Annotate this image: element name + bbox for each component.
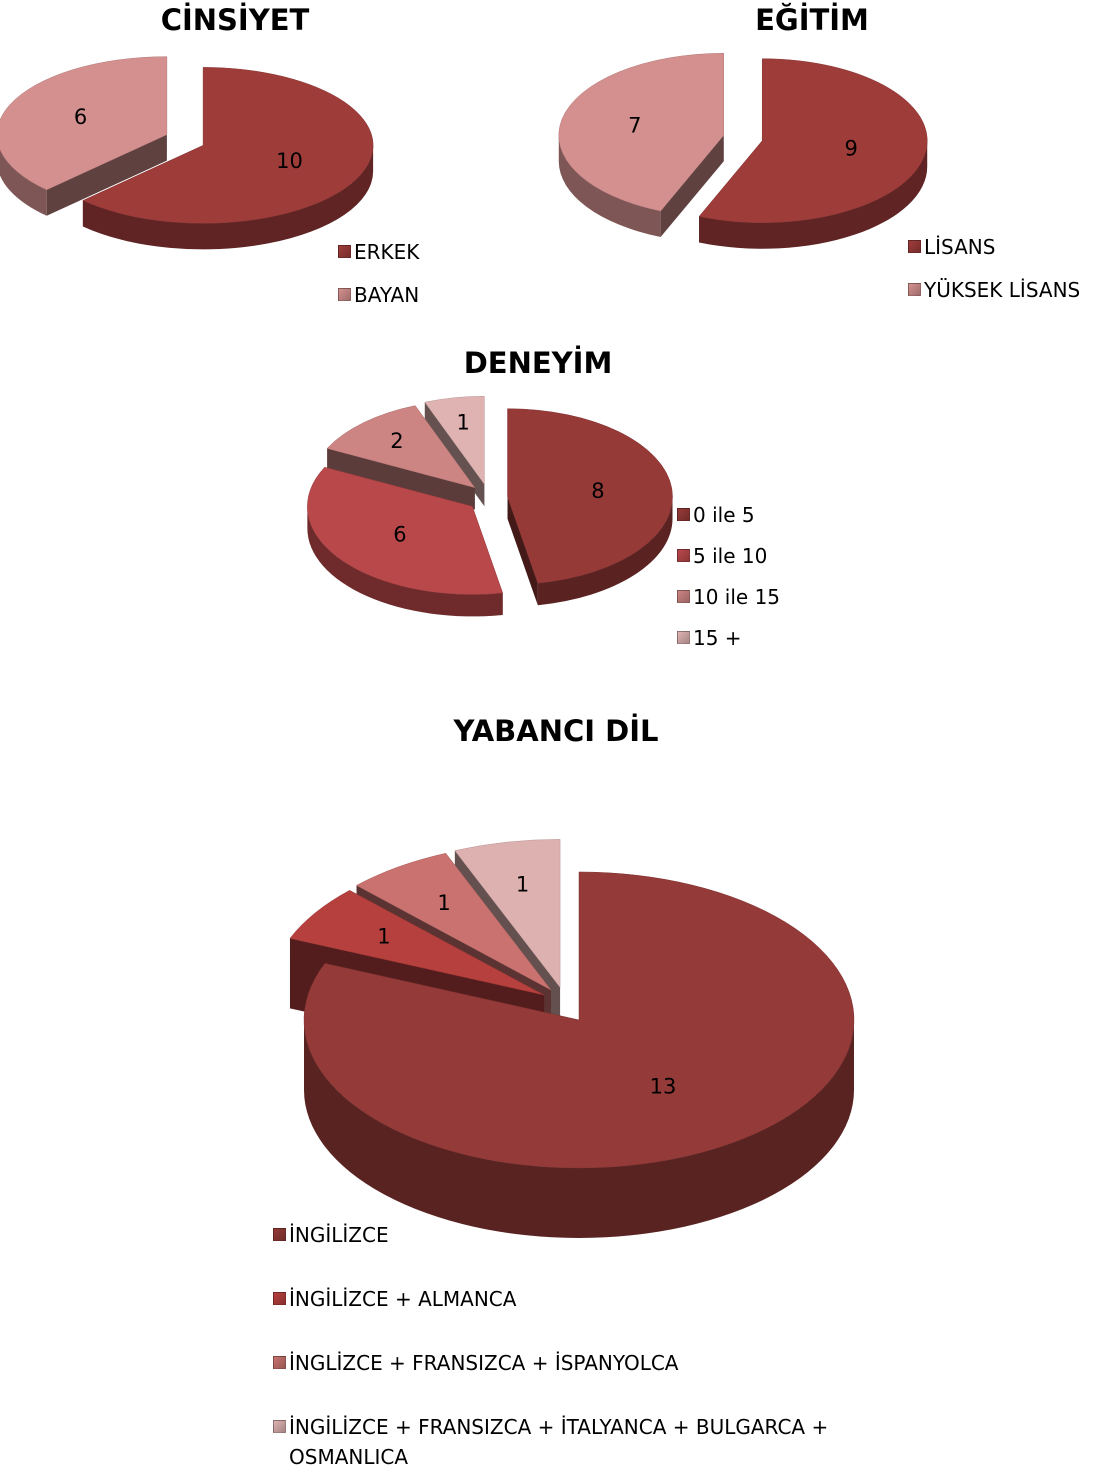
legend-item: İNGİLİZCE xyxy=(273,1220,389,1250)
slice-top xyxy=(698,58,928,223)
legend-label: 0 ile 5 xyxy=(693,503,755,527)
data-label: 1 xyxy=(456,411,469,435)
legend-swatch xyxy=(338,288,351,301)
legend-item: İNGLİZCE + FRANSIZCA + İSPANYOLCA xyxy=(273,1348,679,1378)
slice xyxy=(303,871,855,1238)
slice-top xyxy=(454,839,561,989)
slice-cut xyxy=(507,496,538,606)
chart-title: YABANCI DİL xyxy=(453,714,659,748)
legend-item: 10 ile 15 xyxy=(677,582,780,612)
data-label: 13 xyxy=(650,1075,677,1099)
slice-side xyxy=(307,506,503,617)
legend-label: İNGLİZCE + FRANSIZCA + İSPANYOLCA xyxy=(289,1351,679,1375)
legend-item: 15 + xyxy=(677,623,742,653)
slice xyxy=(507,408,673,606)
legend-swatch xyxy=(908,240,921,253)
data-label: 8 xyxy=(591,479,604,503)
slice-side xyxy=(304,1019,855,1238)
legend-label: ERKEK xyxy=(354,240,420,264)
chart-title: CİNSİYET xyxy=(161,3,310,37)
legend-swatch xyxy=(273,1292,286,1305)
slice-top xyxy=(289,890,545,996)
slice xyxy=(0,56,168,216)
legend-label: BAYAN xyxy=(354,283,420,307)
legend-item: ERKEK xyxy=(338,237,419,267)
slice xyxy=(82,67,374,250)
data-label: 1 xyxy=(437,891,450,915)
slice xyxy=(698,58,928,249)
legend-swatch xyxy=(273,1420,286,1433)
legend-label: 15 + xyxy=(693,626,742,650)
legend-label: YÜKSEK LİSANS xyxy=(924,278,1081,302)
slice xyxy=(558,53,725,238)
slice-top xyxy=(307,466,504,595)
slice-side xyxy=(699,140,928,249)
legend-item: 5 ile 10 xyxy=(677,541,767,571)
slice-cut xyxy=(660,135,724,238)
data-label: 1 xyxy=(516,873,529,897)
slice-side xyxy=(558,135,661,238)
slice-cut xyxy=(46,134,167,216)
legend-swatch xyxy=(908,283,921,296)
legend-label: 10 ile 15 xyxy=(693,585,781,609)
slice-top xyxy=(0,56,168,191)
legend-item: LİSANS xyxy=(908,232,995,262)
legend-swatch xyxy=(338,245,351,258)
data-label: 2 xyxy=(390,429,403,453)
legend-label: İNGİLİZCE + ALMANCA xyxy=(289,1287,517,1311)
slice-side xyxy=(82,145,374,250)
legend-label: İNGİLİZCE xyxy=(289,1223,389,1247)
legend-swatch xyxy=(677,590,690,603)
chart-title: EĞİTİM xyxy=(755,3,869,37)
slice xyxy=(307,466,504,617)
slice-top xyxy=(507,408,673,584)
data-label: 7 xyxy=(628,113,641,137)
legend-item: 0 ile 5 xyxy=(677,500,755,530)
legend-swatch xyxy=(677,631,690,644)
slice-top xyxy=(82,67,374,224)
legend-item: BAYAN xyxy=(338,280,419,310)
slice-top xyxy=(326,405,476,489)
legend-swatch xyxy=(273,1356,286,1369)
data-label: 6 xyxy=(393,523,406,547)
data-label: 9 xyxy=(845,137,858,161)
slice-side xyxy=(0,149,47,216)
legend-item: İNGİLİZCE + FRANSIZCA + İTALYANCA + BULG… xyxy=(273,1412,883,1472)
legend-swatch xyxy=(677,549,690,562)
chart-title: DENEYİM xyxy=(464,346,613,380)
legend-item: YÜKSEK LİSANS xyxy=(908,275,1080,305)
data-label: 1 xyxy=(377,924,390,948)
data-label: 10 xyxy=(276,149,303,173)
slice xyxy=(326,405,476,510)
slice-top xyxy=(424,395,485,486)
legend-swatch xyxy=(677,508,690,521)
legend-label: İNGİLİZCE + FRANSIZCA + İTALYANCA + BULG… xyxy=(289,1415,829,1469)
legend-swatch xyxy=(273,1228,286,1241)
slice-top xyxy=(558,53,725,212)
legend-label: 5 ile 10 xyxy=(693,544,768,568)
legend-label: LİSANS xyxy=(924,235,996,259)
slice-cut xyxy=(327,448,475,510)
legend-item: İNGİLİZCE + ALMANCA xyxy=(273,1284,516,1314)
slice-top xyxy=(356,853,552,991)
data-label: 6 xyxy=(74,105,87,129)
slice-top xyxy=(303,871,855,1169)
